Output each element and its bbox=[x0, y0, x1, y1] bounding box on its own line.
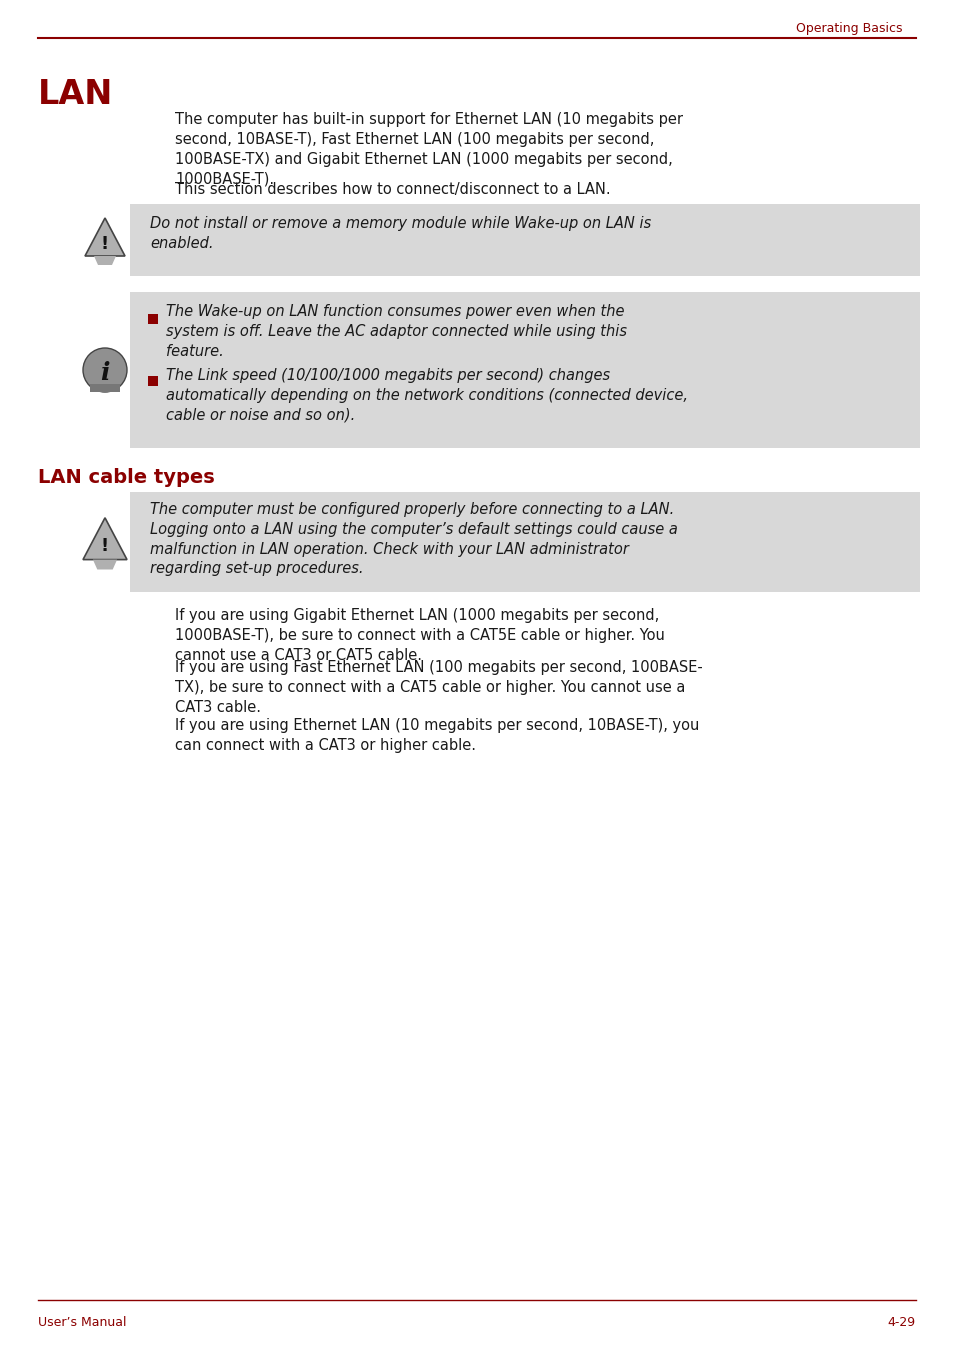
Text: 4-29: 4-29 bbox=[887, 1315, 915, 1329]
Text: i: i bbox=[100, 361, 110, 385]
Bar bbox=[148, 314, 158, 324]
Text: LAN cable types: LAN cable types bbox=[38, 468, 214, 487]
Text: The computer has built-in support for Ethernet LAN (10 megabits per
second, 10BA: The computer has built-in support for Et… bbox=[174, 112, 682, 187]
Text: The Wake-up on LAN function consumes power even when the
system is off. Leave th: The Wake-up on LAN function consumes pow… bbox=[166, 304, 626, 358]
Bar bbox=[130, 204, 919, 276]
Polygon shape bbox=[92, 560, 117, 569]
Text: The computer must be configured properly before connecting to a LAN.
Logging ont: The computer must be configured properly… bbox=[150, 502, 678, 576]
Text: This section describes how to connect/disconnect to a LAN.: This section describes how to connect/di… bbox=[174, 183, 610, 197]
Text: !: ! bbox=[101, 537, 109, 556]
Bar bbox=[90, 384, 120, 392]
Text: LAN: LAN bbox=[38, 78, 113, 111]
Text: The Link speed (10/100/1000 megabits per second) changes
automatically depending: The Link speed (10/100/1000 megabits per… bbox=[166, 368, 687, 423]
Text: Do not install or remove a memory module while Wake-up on LAN is
enabled.: Do not install or remove a memory module… bbox=[150, 216, 651, 251]
Polygon shape bbox=[85, 218, 125, 256]
Text: User’s Manual: User’s Manual bbox=[38, 1315, 127, 1329]
Text: If you are using Gigabit Ethernet LAN (1000 megabits per second,
1000BASE-T), be: If you are using Gigabit Ethernet LAN (1… bbox=[174, 608, 664, 662]
Polygon shape bbox=[83, 518, 127, 560]
Text: If you are using Ethernet LAN (10 megabits per second, 10BASE-T), you
can connec: If you are using Ethernet LAN (10 megabi… bbox=[174, 718, 699, 753]
Bar bbox=[148, 376, 158, 387]
Text: !: ! bbox=[101, 235, 109, 253]
Polygon shape bbox=[94, 256, 116, 265]
Text: If you are using Fast Ethernet LAN (100 megabits per second, 100BASE-
TX), be su: If you are using Fast Ethernet LAN (100 … bbox=[174, 660, 702, 715]
Bar bbox=[130, 292, 919, 448]
Bar bbox=[130, 492, 919, 592]
Text: Operating Basics: Operating Basics bbox=[795, 22, 902, 35]
Circle shape bbox=[83, 347, 127, 392]
